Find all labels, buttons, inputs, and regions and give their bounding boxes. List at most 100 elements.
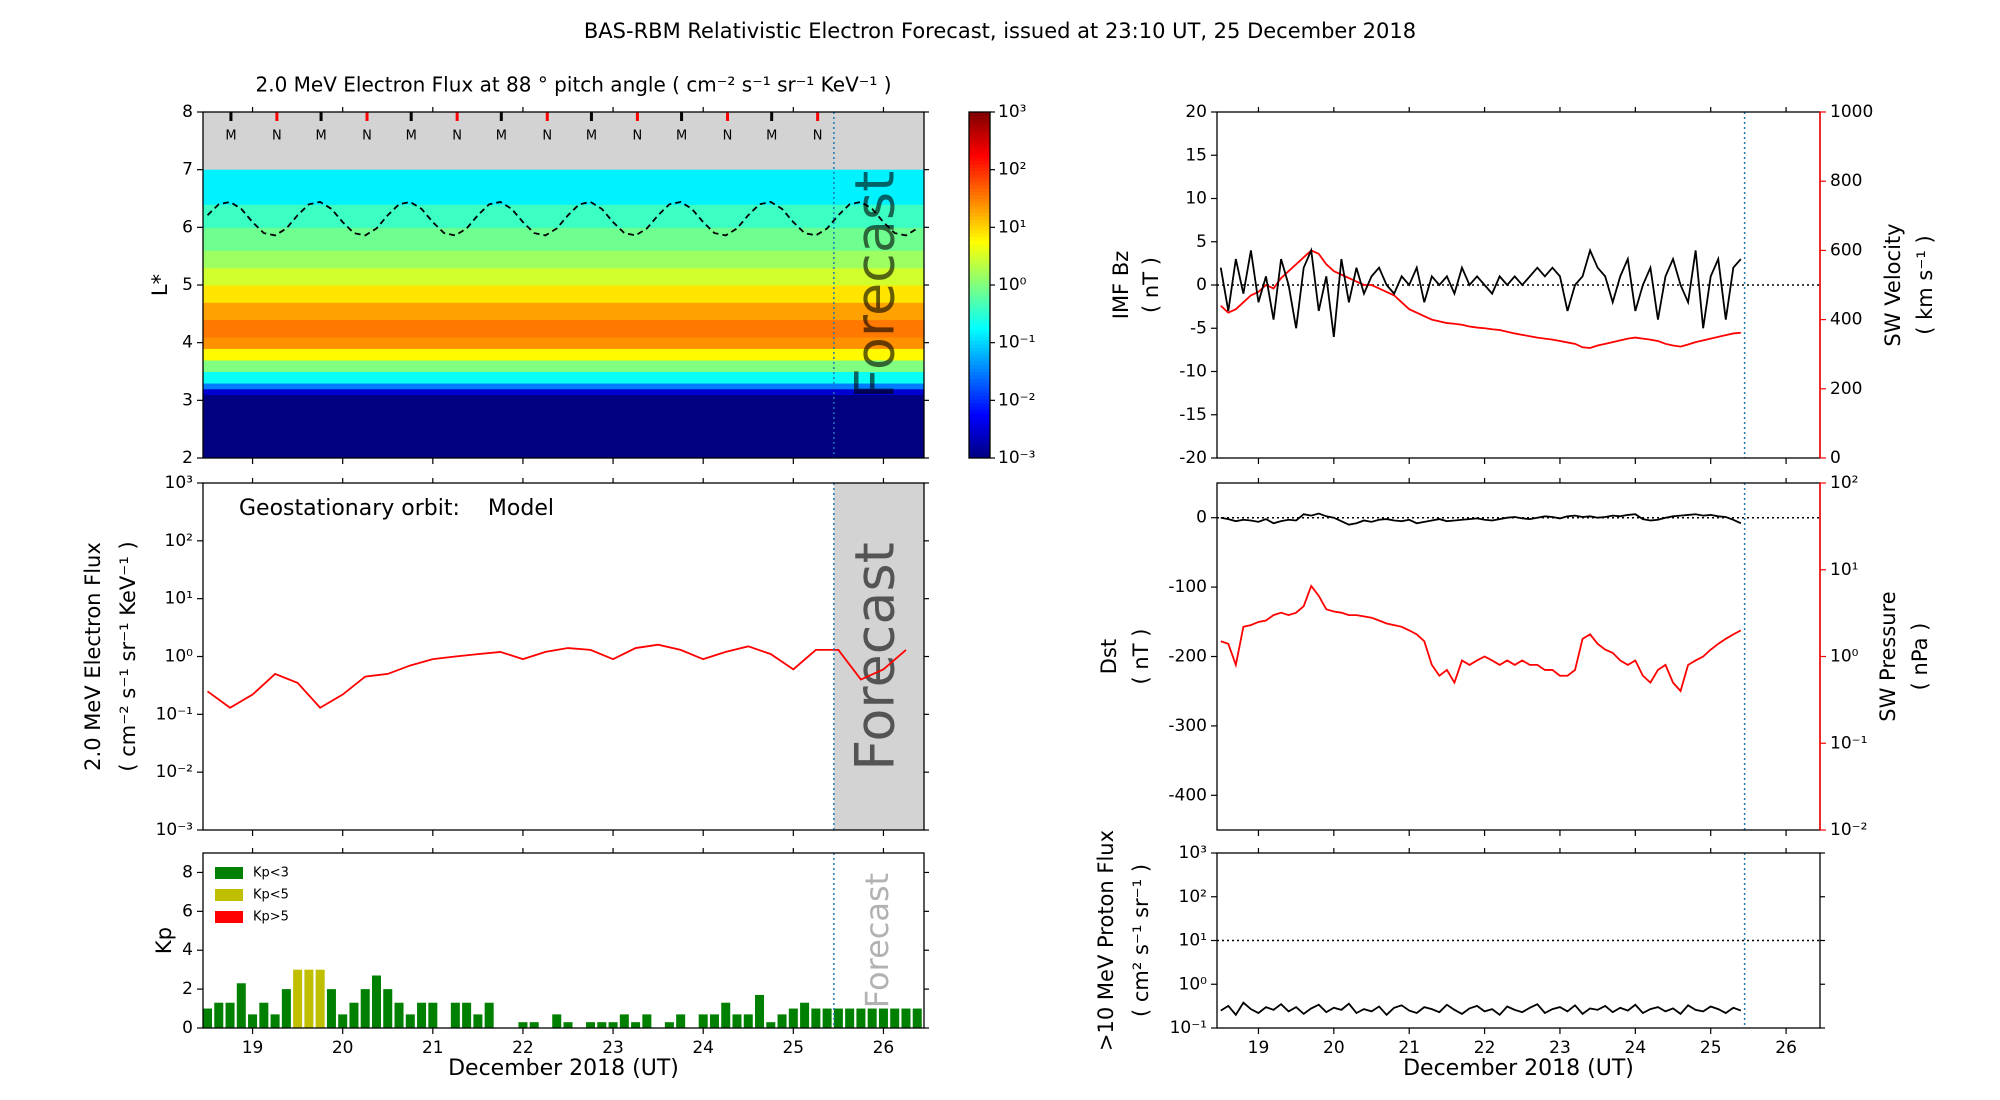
kp-bar (417, 1002, 427, 1028)
y2-tick-label: 10⁻² (1830, 820, 1867, 840)
geo-l-star-line (206, 201, 918, 237)
heatmap-row (203, 348, 924, 361)
kp-bar (338, 1014, 348, 1028)
colorbar-step (969, 288, 990, 293)
kp-bar (473, 1014, 483, 1028)
mlt-label: M (315, 129, 326, 144)
colorbar-step (969, 451, 990, 456)
kp-bar (597, 1022, 607, 1028)
kp-bar (833, 1008, 843, 1028)
colorbar-step (969, 388, 990, 393)
x-tick-label: 23 (602, 1038, 624, 1058)
colorbar-step (969, 271, 990, 276)
colorbar-step (969, 285, 990, 289)
kp-bar (405, 1014, 415, 1028)
colorbar-step (969, 312, 990, 317)
heatmap-row (203, 302, 924, 321)
kp-bar (214, 1002, 224, 1028)
colorbar-step (969, 264, 990, 269)
colorbar-step (969, 222, 990, 227)
colorbar-step (969, 257, 990, 262)
y2-tick-label: 400 (1830, 310, 1862, 330)
colorbar-step (969, 409, 990, 414)
colorbar-tick-label: 10¹ (998, 217, 1026, 237)
kp-bar (586, 1022, 596, 1028)
series-line (1220, 584, 1742, 693)
y-tick-label: 8 (182, 862, 193, 882)
y-axis-label: Kp (152, 927, 176, 954)
colorbar-step (969, 246, 990, 251)
legend-label: Kp<3 (253, 866, 289, 881)
kp-bar (394, 1002, 404, 1028)
colorbar-step (969, 413, 990, 417)
colorbar-step (969, 143, 990, 148)
colorbar-step (969, 357, 990, 362)
colorbar-step (969, 319, 990, 324)
heatmap-row (203, 227, 924, 251)
y2-tick-label: 200 (1830, 379, 1862, 399)
heatmap-row (203, 319, 924, 338)
colorbar-step (969, 146, 990, 151)
kp-bar (664, 1022, 674, 1028)
colorbar-step (969, 226, 990, 231)
panel-title: 2.0 MeV Electron Flux at 88 ° pitch angl… (255, 73, 891, 97)
kp-bar (304, 969, 314, 1028)
mlt-label: M (496, 129, 507, 144)
y-axis-label: >10 MeV Proton Flux (1094, 830, 1118, 1051)
kp-bar (856, 1008, 866, 1028)
colorbar-step (969, 437, 990, 442)
kp-bar (642, 1014, 652, 1028)
y-tick-label: -10 (1179, 362, 1207, 382)
x-tick-label: 21 (1398, 1038, 1420, 1058)
x-tick-label: 22 (1474, 1038, 1496, 1058)
heatmap-row (203, 394, 924, 458)
x-tick-label: 25 (1700, 1038, 1722, 1058)
colorbar-step (969, 243, 990, 248)
colorbar-step (969, 205, 990, 210)
y-tick-label: -300 (1168, 716, 1207, 736)
forecast-label: Forecast (844, 171, 907, 400)
panel-frame (202, 482, 925, 831)
heatmap-row (203, 250, 924, 269)
forecast-label: Forecast (858, 873, 896, 1008)
kp-bar (270, 1014, 280, 1028)
kp-bar (450, 1002, 460, 1028)
x-tick-label: 26 (1775, 1038, 1797, 1058)
y-tick-label: 10 (1185, 189, 1207, 209)
colorbar-step (969, 212, 990, 217)
colorbar-tick-label: 10⁻¹ (998, 333, 1035, 353)
y-tick-label: 2 (182, 448, 193, 468)
kp-bar (676, 1014, 686, 1028)
kp-bar (777, 1014, 787, 1028)
colorbar-step (969, 253, 990, 258)
forecast-label: Forecast (844, 542, 907, 771)
kp-bar (878, 1008, 888, 1028)
colorbar-tick-label: 10² (998, 160, 1026, 180)
x-tick-label: 21 (422, 1038, 444, 1058)
colorbar-step (969, 160, 990, 165)
colorbar-step (969, 136, 990, 141)
y2-axis-label: ( nPa ) (1908, 623, 1932, 691)
kp-bar (371, 975, 381, 1028)
forecast-region (833, 483, 924, 830)
plot-area (1217, 939, 1820, 1017)
colorbar-step (969, 309, 990, 314)
legend-label: Kp>5 (253, 910, 289, 925)
y2-tick-label: 10⁰ (1830, 647, 1859, 667)
colorbar-step (969, 129, 990, 134)
y-tick-label: 10² (165, 531, 193, 551)
kp-bar (608, 1022, 618, 1028)
colorbar-step (969, 181, 990, 186)
y2-tick-label: 0 (1830, 448, 1841, 468)
colorbar-step (969, 177, 990, 182)
kp-bar (349, 1002, 359, 1028)
kp-bar (203, 1008, 213, 1028)
colorbar-step (969, 132, 990, 137)
y-tick-label: 3 (182, 390, 193, 410)
colorbar-step (969, 371, 990, 376)
colorbar-step (969, 423, 990, 428)
y-tick-label: 4 (182, 333, 193, 353)
heatmap-row (203, 204, 924, 228)
panel-frame (202, 852, 925, 1029)
